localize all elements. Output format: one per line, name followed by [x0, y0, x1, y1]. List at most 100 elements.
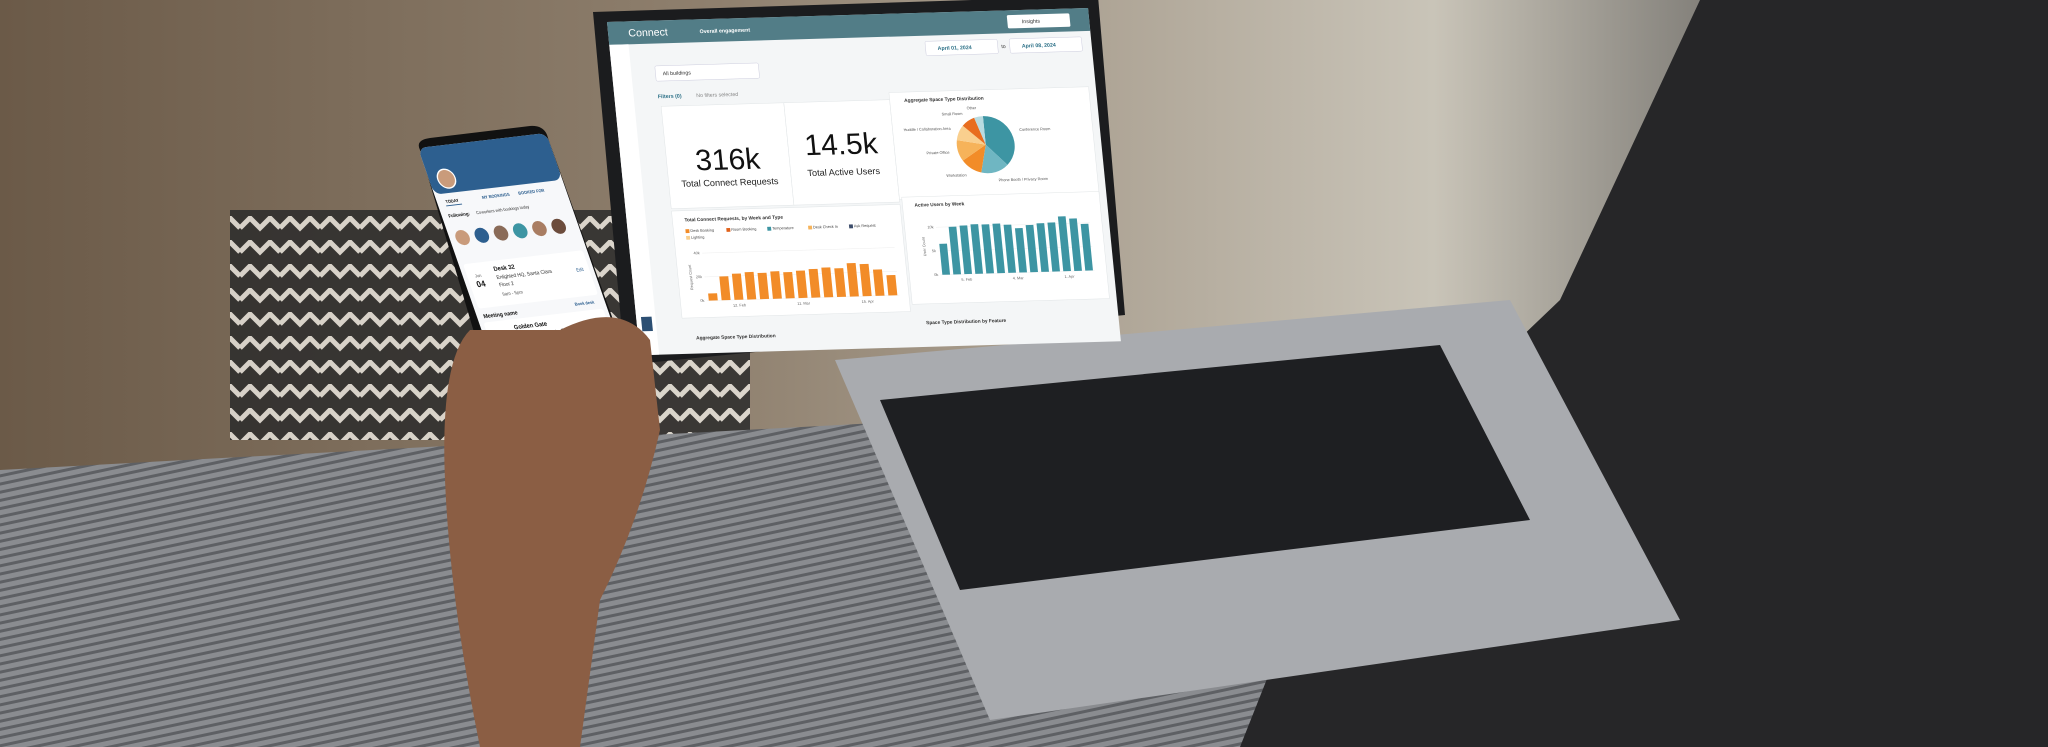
- edit-button[interactable]: Edit: [575, 267, 585, 273]
- section-title: Aggregate Space Type Distribution: [696, 333, 776, 341]
- booking-name: Desk 32: [493, 264, 517, 273]
- filters-status: No filters selected: [696, 92, 739, 99]
- axis-label: Request Count: [688, 264, 695, 290]
- y-tick-label: 40k: [693, 251, 700, 255]
- tab-underline: [446, 203, 463, 207]
- legend-swatch: [848, 224, 854, 229]
- laptop-screen: Connect Overall engagement Insights April 0…: [607, 7, 1121, 356]
- pie-label: Conference Room: [1019, 127, 1051, 132]
- legend-label[interactable]: Desk Booking: [690, 228, 714, 233]
- bar: [859, 263, 872, 297]
- view-menu[interactable]: Insights: [1022, 19, 1041, 25]
- x-tick-label: 15. Apr: [861, 300, 874, 304]
- keyboard: [880, 345, 1530, 590]
- hand: [444, 317, 660, 747]
- date-to[interactable]: April 08, 2024: [1022, 43, 1057, 50]
- coworker-avatar[interactable]: [530, 220, 549, 237]
- bar: [970, 224, 984, 274]
- building-filter[interactable]: All buildings: [663, 70, 692, 77]
- bar: [770, 271, 782, 299]
- kpi-label: Total Active Users: [807, 166, 881, 178]
- bar: [981, 224, 995, 274]
- book-desk-button[interactable]: Book desk: [574, 299, 596, 306]
- tab[interactable]: BOOKED FOR: [517, 188, 545, 196]
- chart-title: Aggregate Space Type Distribution: [904, 96, 984, 104]
- y-tick-label: 0k: [934, 273, 939, 277]
- kpi-value: 14.5k: [803, 127, 879, 162]
- y-tick-label: 20k: [696, 275, 703, 279]
- bar: [872, 269, 885, 296]
- section-title: Space Type Distribution by Feature: [926, 318, 1007, 326]
- bar: [783, 272, 795, 299]
- pie-label: Other: [966, 106, 977, 110]
- x-tick-label: 12. Feb: [733, 303, 746, 307]
- legend-swatch: [686, 235, 691, 240]
- bar: [1025, 224, 1038, 273]
- chart-title: Total Connect Requests, by Week and Type: [684, 215, 783, 224]
- pie-slice: [956, 125, 986, 145]
- tab[interactable]: TODAY: [445, 198, 460, 205]
- bar: [795, 270, 808, 299]
- users-card: [901, 191, 1110, 305]
- y-tick-label: 0k: [700, 299, 705, 303]
- coworker-avatar[interactable]: [472, 227, 491, 244]
- legend-label[interactable]: Temperature: [772, 226, 794, 231]
- building-select[interactable]: [654, 62, 760, 82]
- pie-slice: [956, 140, 986, 161]
- booking-day: 04: [475, 278, 487, 289]
- bar: [1036, 223, 1049, 272]
- following-note: Coworkers with bookings today: [475, 204, 531, 215]
- grid-line: [702, 247, 895, 254]
- pie-label: Small Room: [941, 112, 962, 117]
- booking-time: 9am - 5pm: [502, 289, 524, 296]
- bar: [1047, 222, 1060, 272]
- bar: [719, 276, 731, 301]
- tab[interactable]: MY BOOKINGS: [481, 192, 511, 200]
- view-menu-box[interactable]: [1006, 13, 1071, 29]
- pie-slice: [962, 144, 986, 173]
- date-from-box[interactable]: [924, 39, 999, 56]
- x-tick-label: 4. Mar: [1013, 276, 1025, 280]
- bar: [948, 226, 962, 275]
- booking-name: Golden Gate: [513, 321, 549, 331]
- legend-swatch: [767, 226, 772, 231]
- bar: [1003, 224, 1017, 273]
- booking-card[interactable]: [463, 250, 598, 309]
- booking-floor: Floor 2: [498, 281, 515, 289]
- x-tick-label: 5. Feb: [961, 278, 972, 282]
- date-to-box[interactable]: [1008, 36, 1083, 54]
- x-tick-label: 11. Mar: [797, 301, 811, 305]
- pie-label: Private Office: [926, 151, 949, 156]
- header-bar: [607, 7, 1091, 45]
- page-title: Overall engagement: [699, 28, 750, 35]
- x-tick-label: 1. Apr: [1064, 275, 1075, 279]
- section-title: Meeting name: [483, 310, 519, 320]
- bar: [1069, 218, 1082, 271]
- chart-title: Active Users by Week: [914, 201, 965, 208]
- profile-avatar[interactable]: [435, 168, 459, 189]
- pie-slice: [962, 117, 986, 145]
- bar: [886, 274, 898, 296]
- coworker-avatar[interactable]: [511, 223, 530, 240]
- legend-label[interactable]: Lighting: [691, 235, 705, 239]
- legend-swatch: [685, 229, 690, 234]
- bar: [992, 223, 1006, 274]
- filters[interactable]: Filters (0): [658, 94, 683, 101]
- bar: [846, 262, 859, 297]
- bar: [757, 272, 770, 300]
- pie-slice: [982, 116, 1015, 165]
- date-from[interactable]: April 01, 2024: [937, 45, 972, 52]
- bar: [834, 268, 847, 297]
- coworker-avatar[interactable]: [492, 225, 511, 242]
- legend-label[interactable]: Ask Request: [854, 224, 877, 229]
- coworker-avatar[interactable]: [453, 229, 472, 246]
- booking-month: Jun: [474, 273, 483, 279]
- bar: [708, 293, 718, 301]
- bar: [939, 243, 951, 275]
- coworker-avatar[interactable]: [549, 218, 568, 235]
- bar: [821, 267, 834, 298]
- legend-label[interactable]: Room Booking: [731, 227, 757, 232]
- kpi-label: Total Connect Requests: [681, 176, 779, 189]
- legend-label[interactable]: Desk Check In: [813, 225, 838, 230]
